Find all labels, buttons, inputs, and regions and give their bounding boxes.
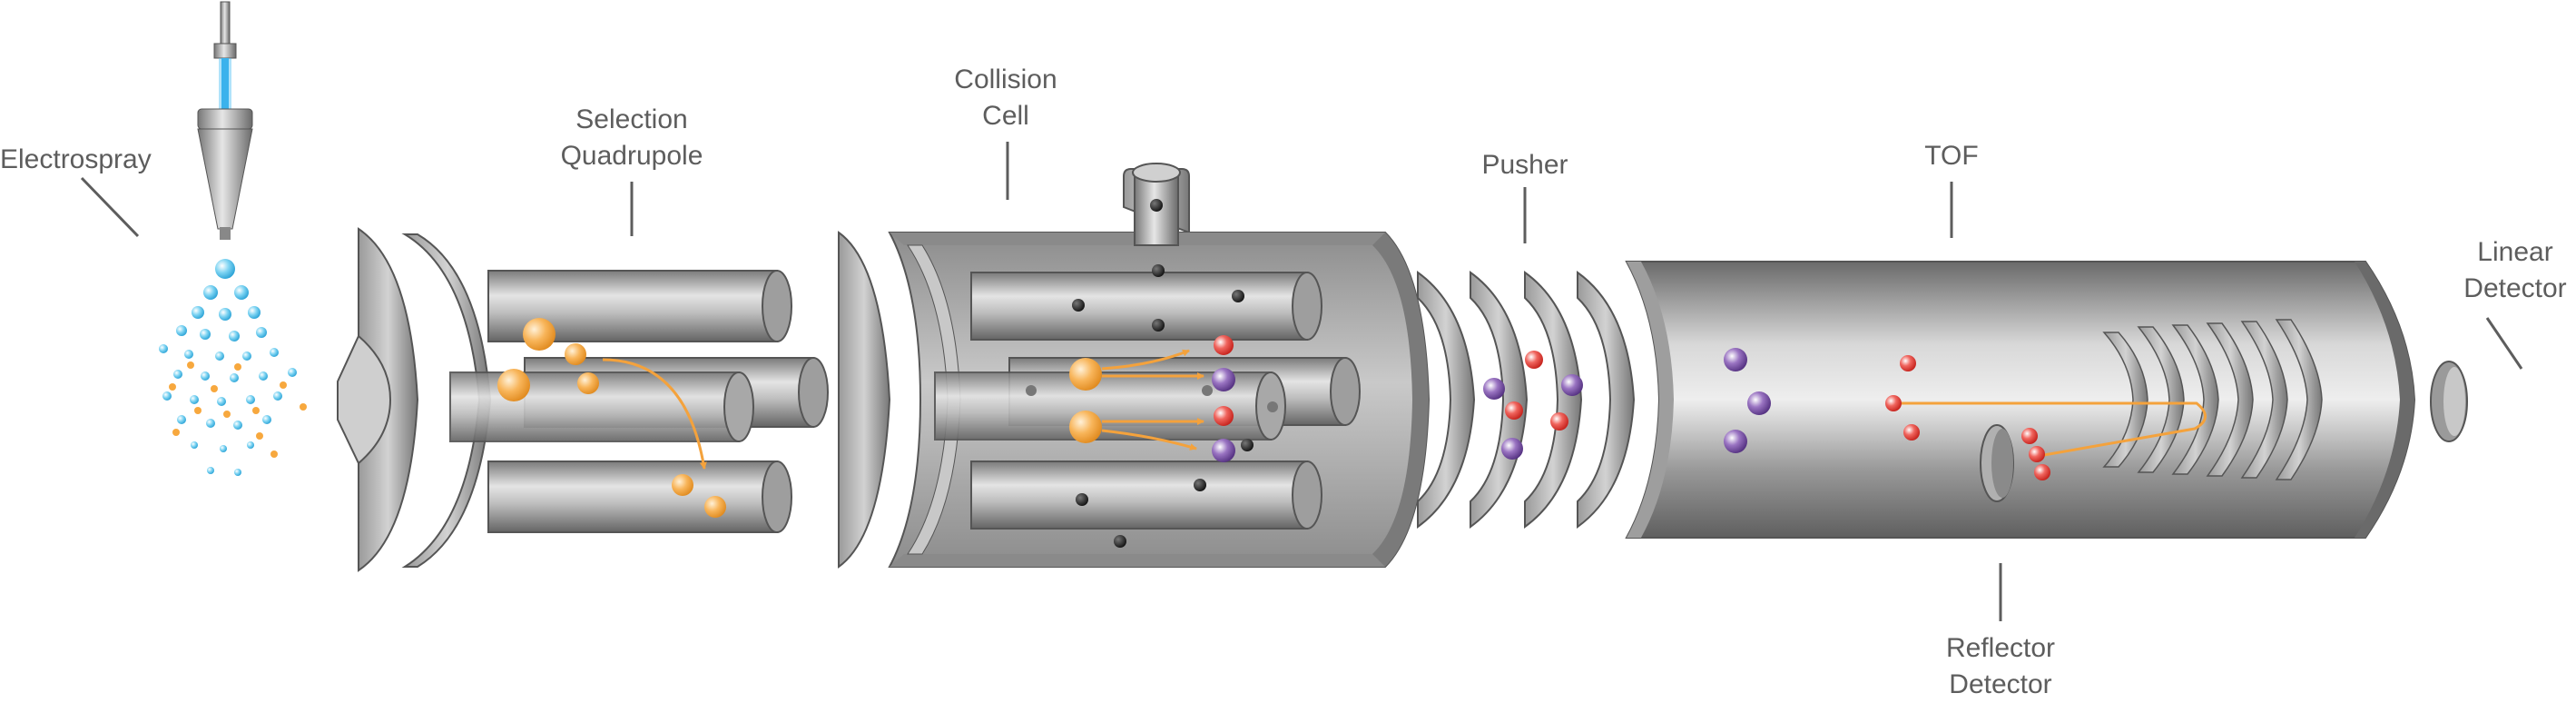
tof-tube xyxy=(1625,261,2416,539)
label-selection-quadrupole-line1: Selection xyxy=(575,104,688,134)
reflectron-rings xyxy=(2102,319,2323,480)
linear-detector xyxy=(2430,361,2468,442)
label-tof-text: TOF xyxy=(1924,141,1979,171)
label-selection-quadrupole: Selection Quadrupole xyxy=(550,102,713,174)
label-selection-quadrupole-line2: Quadrupole xyxy=(560,141,703,171)
spray-droplets xyxy=(159,259,388,476)
leader-lines xyxy=(80,142,2523,621)
sampling-cone xyxy=(337,227,492,572)
label-collision-cell-line2: Cell xyxy=(982,101,1029,131)
label-linear-detector-line1: Linear xyxy=(2477,237,2553,267)
label-reflector-detector-line1: Reflector xyxy=(1945,633,2056,663)
label-electrospray-text: Electrospray xyxy=(0,144,152,174)
reflector-detector-plate xyxy=(1980,424,2014,502)
collision-rod-bottom xyxy=(970,460,1322,530)
label-electrospray: Electrospray xyxy=(0,142,152,178)
label-pusher: Pusher xyxy=(1452,147,1598,183)
collision-cell xyxy=(838,163,1431,569)
electrospray-source xyxy=(197,1,253,240)
quadrupole-rod-front xyxy=(449,371,754,442)
quadrupole-rod-bottom xyxy=(487,460,792,533)
pusher xyxy=(1417,271,1636,529)
label-pusher-text: Pusher xyxy=(1481,150,1568,180)
label-collision-cell-line1: Collision xyxy=(954,64,1057,94)
selection-quadrupole xyxy=(449,270,829,533)
label-linear-detector: Linear Detector xyxy=(2454,234,2576,307)
collision-rod-top xyxy=(970,272,1322,341)
label-tof: TOF xyxy=(1897,138,2006,174)
label-reflector-detector-line2: Detector xyxy=(1949,669,2052,699)
label-collision-cell: Collision Cell xyxy=(933,62,1078,134)
label-linear-detector-line2: Detector xyxy=(2463,273,2567,303)
label-reflector-detector: Reflector Detector xyxy=(1928,630,2073,703)
